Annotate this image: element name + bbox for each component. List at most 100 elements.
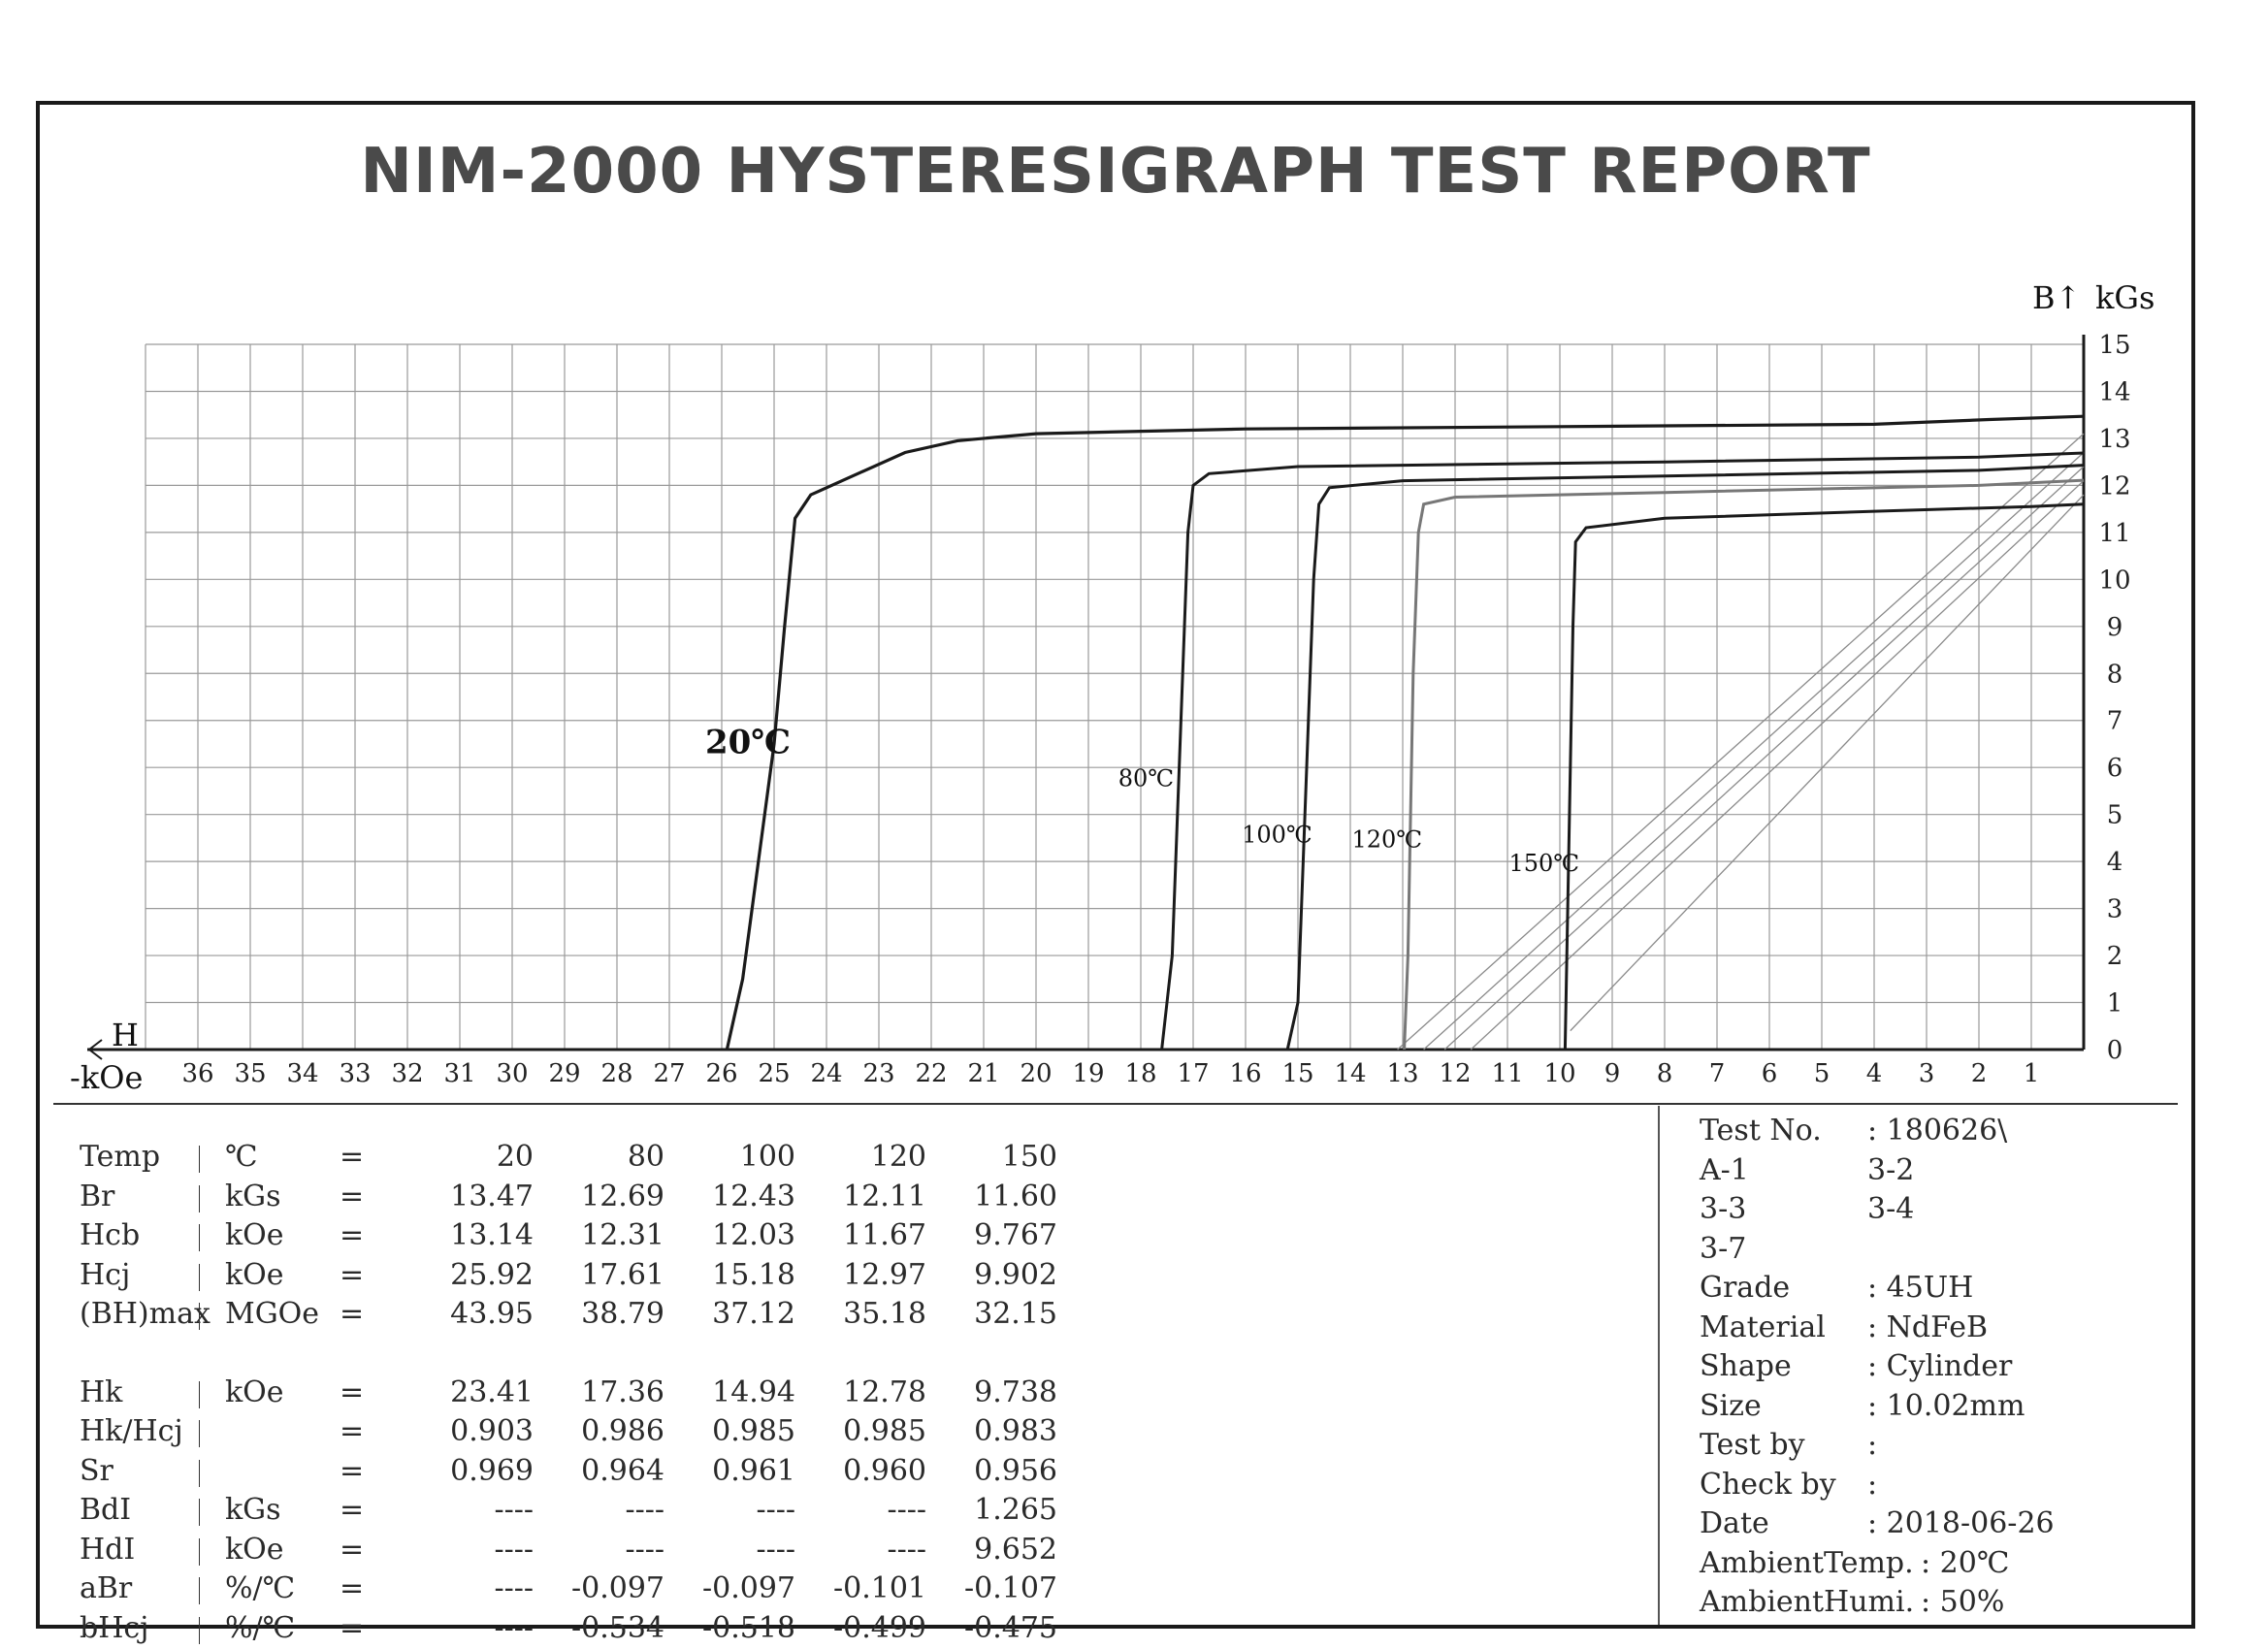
x-tick-label: 14: [1334, 1059, 1366, 1088]
param-value: 0.964: [581, 1454, 664, 1488]
param-value: 25.92: [450, 1258, 534, 1292]
x-tick-label: 4: [1866, 1059, 1883, 1088]
param-value: 13.14: [450, 1218, 534, 1252]
param-name: Hcj: [80, 1258, 131, 1292]
info-value: :: [1867, 1428, 1878, 1462]
param-value: 0.903: [450, 1414, 534, 1448]
param-value: -0.499: [832, 1611, 926, 1645]
info-key: A-1: [1700, 1152, 1749, 1187]
y-tick-label: 2: [2107, 942, 2123, 971]
series-label: 80℃: [1118, 765, 1174, 792]
param-name: Hk: [80, 1375, 123, 1409]
info-key: Date: [1700, 1506, 1769, 1540]
equals-sign: =: [340, 1375, 365, 1409]
curve-80c: [1160, 451, 2085, 1051]
curve-150c: [1563, 502, 2085, 1051]
info-key: Test No.: [1700, 1114, 1822, 1148]
x-tick-label: 8: [1657, 1059, 1673, 1088]
param-value: 13.47: [450, 1180, 534, 1213]
param-value: 12.11: [843, 1180, 926, 1213]
param-unit: %/℃: [225, 1611, 296, 1645]
info-key: AmbientTemp.: [1700, 1545, 1914, 1580]
recoil-line: [1397, 433, 2085, 1051]
y-tick-label: 4: [2107, 848, 2123, 877]
param-value: 12.97: [843, 1258, 926, 1292]
x-tick-label: 22: [915, 1059, 947, 1088]
x-axis-label: H: [112, 1017, 139, 1053]
x-tick-label: 1: [2024, 1059, 2040, 1088]
info-key: Grade: [1700, 1271, 1791, 1305]
param-name: aBr: [80, 1571, 133, 1605]
param-value: 12.69: [581, 1180, 664, 1213]
param-value: ----: [494, 1493, 534, 1527]
param-value: 0.985: [712, 1414, 795, 1448]
column-separator: [199, 1538, 200, 1566]
x-axis-unit: -kOe: [70, 1059, 143, 1096]
param-name: Temp: [80, 1140, 161, 1174]
info-value: :: [1867, 1467, 1878, 1502]
curve-100c: [1285, 464, 2085, 1051]
column-separator: [199, 1499, 200, 1526]
param-unit: kGs: [225, 1180, 281, 1213]
x-tick-label: 35: [234, 1059, 266, 1088]
param-value: ----: [756, 1493, 795, 1527]
column-separator: [199, 1264, 200, 1291]
param-value: 11.60: [974, 1180, 1057, 1213]
param-value: 9.652: [974, 1533, 1057, 1567]
x-tick-label: 36: [181, 1059, 213, 1088]
table-divider: [53, 1103, 2178, 1105]
info-key: 3-7: [1700, 1231, 1747, 1266]
equals-sign: =: [340, 1297, 365, 1331]
column-separator: [199, 1185, 200, 1212]
series-label: 120℃: [1351, 826, 1422, 854]
y-tick-label: 10: [2098, 566, 2130, 595]
info-key: Size: [1700, 1388, 1762, 1423]
param-unit: ℃: [225, 1140, 258, 1174]
x-tick-label: 16: [1229, 1059, 1261, 1088]
x-tick-label: 27: [653, 1059, 685, 1088]
x-tick-label: 21: [967, 1059, 999, 1088]
param-name: BdI: [80, 1493, 132, 1527]
y-axis-label: B↑: [2032, 279, 2081, 316]
info-value: : NdFeB: [1867, 1310, 1989, 1344]
curve-20c: [725, 414, 2085, 1051]
x-tick-label: 17: [1177, 1059, 1209, 1088]
param-value: 100: [739, 1140, 795, 1174]
x-tick-label: 20: [1020, 1059, 1052, 1088]
recoil-line: [1443, 466, 2085, 1051]
info-value: 3-2: [1867, 1152, 1915, 1187]
column-separator: [199, 1577, 200, 1604]
x-tick-label: 23: [862, 1059, 894, 1088]
info-value: : 180626\: [1867, 1114, 2008, 1148]
equals-sign: =: [340, 1533, 365, 1567]
x-tick-label: 15: [1281, 1059, 1313, 1088]
y-tick-label: 12: [2098, 471, 2130, 501]
x-tick-label: 13: [1386, 1059, 1418, 1088]
param-value: ----: [494, 1533, 534, 1567]
x-tick-label: 12: [1439, 1059, 1471, 1088]
param-value: ----: [494, 1611, 534, 1645]
equals-sign: =: [340, 1493, 365, 1527]
x-tick-label: 32: [391, 1059, 423, 1088]
x-tick-label: 34: [286, 1059, 318, 1088]
info-key: Shape: [1700, 1349, 1792, 1383]
x-tick-label: 25: [758, 1059, 790, 1088]
y-tick-label: 14: [2098, 377, 2130, 406]
column-separator: [199, 1146, 200, 1173]
y-tick-label: 9: [2107, 613, 2123, 642]
param-value: 17.36: [581, 1375, 664, 1409]
param-value: 32.15: [974, 1297, 1057, 1331]
param-value: ----: [756, 1533, 795, 1567]
curve-120c: [1403, 478, 2085, 1051]
y-tick-label: 3: [2107, 895, 2123, 924]
y-tick-label: 13: [2098, 425, 2130, 454]
info-value: : 45UH: [1867, 1271, 1974, 1305]
param-unit: kOe: [225, 1218, 284, 1252]
y-tick-label: 1: [2107, 989, 2123, 1018]
info-value: : Cylinder: [1867, 1349, 2013, 1383]
report-frame: [36, 101, 2195, 1629]
param-value: 12.31: [581, 1218, 664, 1252]
param-value: 1.265: [974, 1493, 1057, 1527]
param-unit: kOe: [225, 1533, 284, 1567]
info-value: 3-4: [1867, 1192, 1915, 1226]
